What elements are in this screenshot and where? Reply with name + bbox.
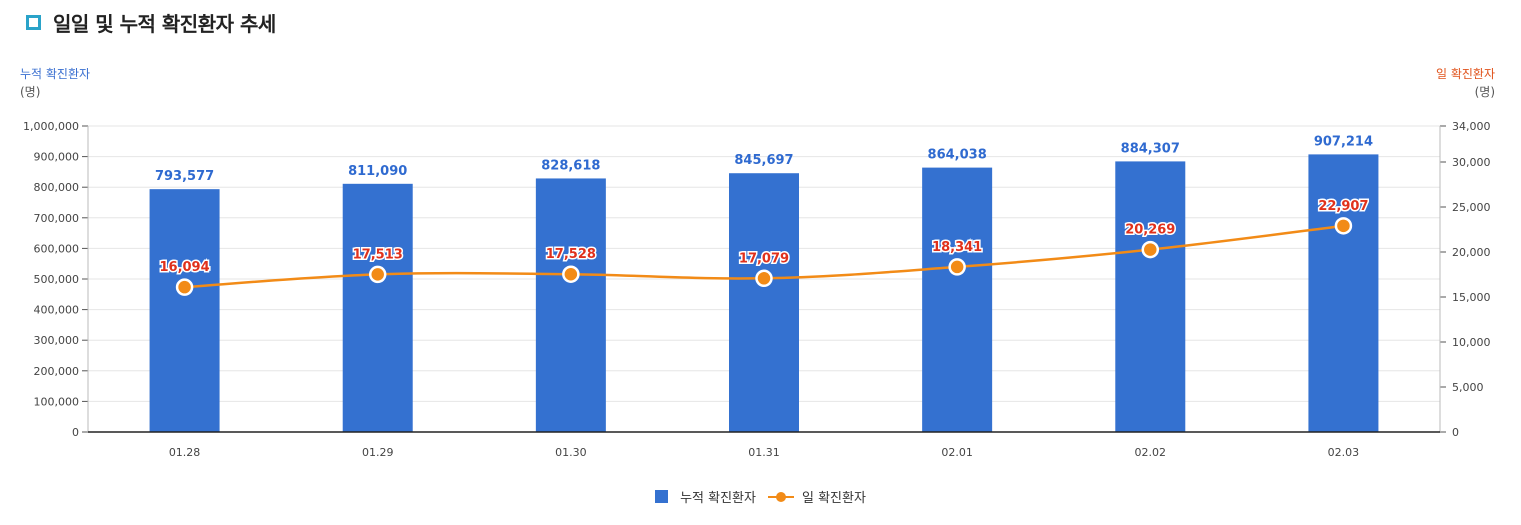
left-axis-caption: 누적 확진환자 (명) <box>20 65 90 101</box>
legend-bar-swatch <box>655 490 669 503</box>
x-axis-tick-label: 01.29 <box>362 446 394 459</box>
x-axis-tick-label: 02.01 <box>941 446 973 459</box>
left-axis-tick-label: 100,000 <box>34 395 80 408</box>
left-axis-tick-label: 900,000 <box>34 151 80 164</box>
line-point <box>755 269 773 288</box>
bar <box>149 189 220 432</box>
right-axis-tick-label: 34,000 <box>1452 120 1491 133</box>
x-axis-tick-label: 02.03 <box>1328 446 1360 459</box>
chart-legend: 누적 확진환자 일 확진환자 <box>0 487 1521 506</box>
combo-chart: 0 100,000 200,000 300,000 400,000 500,000 600,… <box>23 120 1490 459</box>
line-value-label: 20,269 <box>1125 223 1175 238</box>
right-axis-tick-label: 5,000 <box>1452 381 1484 394</box>
legend-label-cumulative: 누적 확진환자 <box>680 491 756 506</box>
x-axis-tick-label: 01.28 <box>169 446 201 459</box>
right-axis-unit: (명) <box>1474 85 1495 99</box>
legend-label-daily: 일 확진환자 <box>801 491 866 506</box>
line-value-label: 16,094 <box>159 260 209 275</box>
left-axis-tick-label: 400,000 <box>34 304 80 317</box>
bar-value-label: 884,307 <box>1121 141 1180 156</box>
bar-value-label: 907,214 <box>1314 134 1373 149</box>
line-point <box>175 278 194 296</box>
left-axis-tick-label: 300,000 <box>34 334 80 347</box>
line-point <box>1334 217 1353 235</box>
legend-item-daily[interactable]: 일 확진환자 <box>767 487 866 506</box>
bar <box>535 178 606 432</box>
right-axis-caption: 일 확진환자 (명) <box>1436 65 1495 101</box>
left-axis-tick-label: 0 <box>72 426 79 439</box>
line-value-label: 17,513 <box>353 247 403 262</box>
left-axis-tick-label: 200,000 <box>34 365 80 378</box>
right-axis-tick-label: 25,000 <box>1452 201 1491 214</box>
bar-value-label: 793,577 <box>155 169 214 184</box>
bar-value-label: 864,038 <box>928 148 987 163</box>
bar <box>922 167 993 432</box>
line-value-label: 18,341 <box>932 240 982 255</box>
page-title: 일일 및 누적 확진환자 추세 <box>53 11 276 36</box>
line-point <box>368 265 387 284</box>
line-point <box>1141 240 1160 259</box>
line-value-label: 22,907 <box>1318 199 1368 214</box>
chart-header: 일일 및 누적 확진환자 추세 <box>26 8 276 36</box>
x-axis-tick-label: 01.30 <box>555 446 587 459</box>
left-axis-title: 누적 확진환자 <box>20 67 91 81</box>
right-axis-title: 일 확진환자 <box>1435 67 1495 81</box>
bar-series <box>149 154 1379 433</box>
square-outline-icon <box>26 14 41 30</box>
x-axis-tick-label: 02.02 <box>1135 446 1167 459</box>
line-value-label: 17,528 <box>546 247 596 262</box>
right-axis-tick-label: 15,000 <box>1452 291 1491 304</box>
line-point <box>948 258 966 276</box>
legend-line-swatch <box>767 490 794 504</box>
axes: 0 100,000 200,000 300,000 400,000 500,000 600,… <box>23 120 1490 459</box>
legend-item-cumulative[interactable]: 누적 확진환자 <box>655 487 756 506</box>
left-axis-unit: (명) <box>20 85 41 99</box>
right-axis-tick-label: 20,000 <box>1452 246 1491 259</box>
left-axis-tick-label: 1,000,000 <box>23 120 79 133</box>
line-point <box>562 265 580 283</box>
bar-value-label: 811,090 <box>348 164 407 179</box>
data-labels: 793,577 811,090 828,618 845,697 864,038 884,3… <box>155 134 1373 276</box>
left-axis-tick-label: 600,000 <box>34 242 80 255</box>
left-axis-tick-label: 500,000 <box>34 273 80 286</box>
bar <box>729 173 799 432</box>
x-axis-tick-label: 01.31 <box>748 446 780 459</box>
line-value-label: 17,079 <box>739 251 789 266</box>
bar <box>1115 161 1186 433</box>
left-axis-tick-label: 700,000 <box>34 212 80 225</box>
left-axis-tick-label: 800,000 <box>34 181 80 194</box>
right-axis-tick-label: 10,000 <box>1452 336 1491 349</box>
bar <box>1308 154 1379 432</box>
bar-value-label: 828,618 <box>541 158 600 173</box>
bar-value-label: 845,697 <box>734 153 793 168</box>
line-series <box>175 217 1353 296</box>
right-axis-tick-label: 0 <box>1452 426 1459 439</box>
right-axis-tick-label: 30,000 <box>1452 156 1491 169</box>
bar <box>342 183 413 432</box>
